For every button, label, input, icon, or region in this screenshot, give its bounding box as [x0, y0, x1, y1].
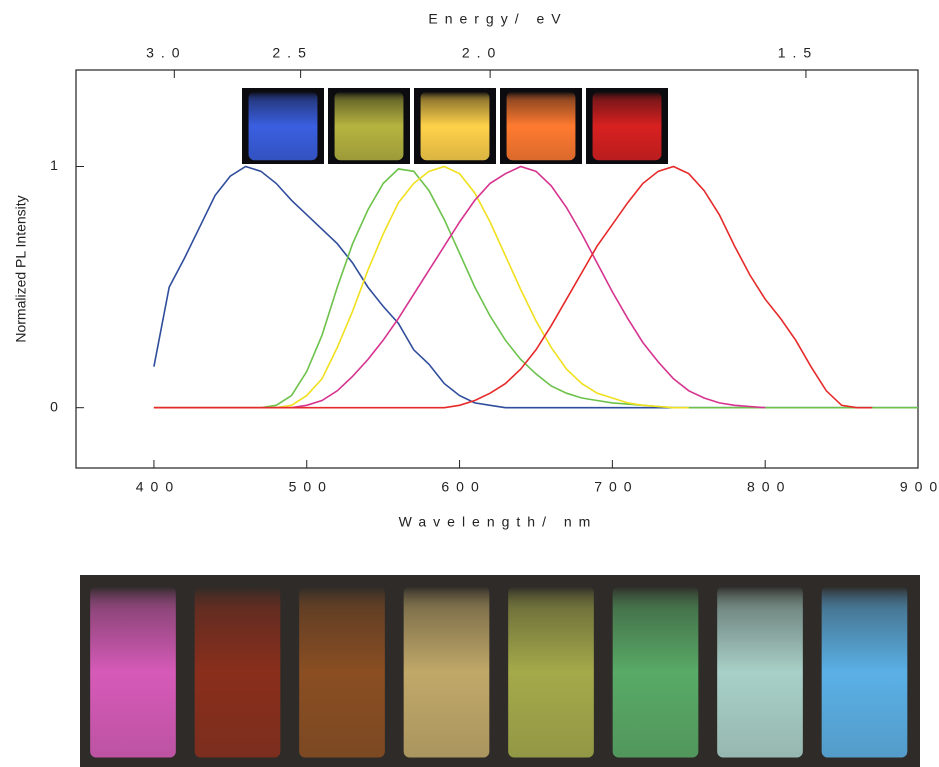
x2-tick-label: 2.5: [272, 45, 312, 61]
x2-tick-label: 1.5: [778, 45, 818, 61]
vial-glow: [299, 587, 385, 758]
x-tick-label: 700: [594, 479, 638, 495]
x-axis-label: Wavelength/ nm: [399, 514, 598, 530]
vial-glow: [195, 587, 281, 758]
vial-glow: [717, 587, 803, 758]
vial-glow: [507, 92, 576, 160]
y-tick-label: 1: [50, 157, 58, 173]
vial-glow: [249, 92, 318, 160]
vial-glow: [822, 587, 908, 758]
vial-glow: [613, 587, 699, 758]
x-tick-label: 600: [441, 479, 485, 495]
spectrum-line: [154, 169, 918, 408]
inset-photo: [242, 88, 668, 164]
spectrum-line: [154, 167, 765, 408]
y-tick-label: 0: [50, 398, 58, 414]
spectrum-line: [154, 167, 918, 408]
y-axis-label: Normalized PL Intensity: [13, 195, 29, 342]
vial-glow: [404, 587, 490, 758]
x-tick-label: 400: [136, 479, 180, 495]
vial-glow: [421, 92, 490, 160]
spectrum-line: [154, 167, 689, 408]
vial-glow: [593, 92, 662, 160]
vial-glow: [335, 92, 404, 160]
x2-tick-label: 3.0: [146, 45, 186, 61]
figure: Energy/ eV Wavelength/ nm Normalized PL …: [0, 0, 939, 767]
spectrum-line: [154, 167, 872, 408]
x2-axis-label: Energy/ eV: [428, 11, 567, 27]
x-tick-label: 900: [900, 479, 939, 495]
x2-tick-label: 2.0: [462, 45, 502, 61]
vial-glow: [508, 587, 594, 758]
bottom-photo: [80, 575, 920, 767]
x-tick-label: 800: [747, 479, 791, 495]
x-tick-label: 500: [289, 479, 333, 495]
vial-glow: [90, 587, 176, 758]
